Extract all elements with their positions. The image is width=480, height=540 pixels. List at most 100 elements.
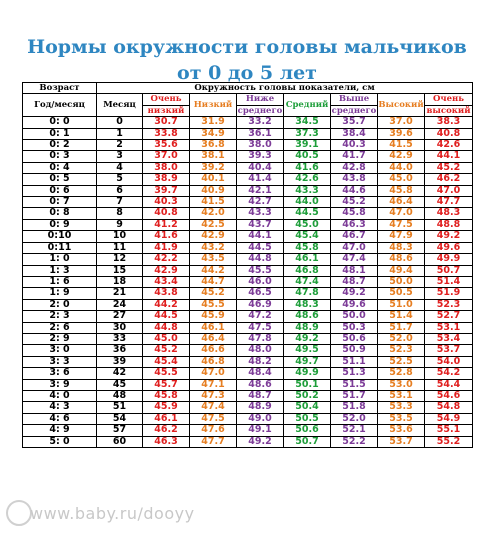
cell-low: 46.8: [189, 355, 237, 369]
cell-average: 41.6: [283, 161, 331, 175]
cell-month: 36: [96, 344, 143, 357]
cell-very-low: 44.8: [142, 321, 190, 334]
table-row: 4: 9 57 46.2 47.6 49.1 50.6 52.1 53.6 55.1: [22, 424, 474, 437]
cell-below-average: 42.7: [236, 196, 284, 209]
cell-year-month: 0: 6: [22, 184, 97, 198]
cell-average: 50.2: [283, 389, 331, 403]
table-row: 3: 3 39 45.4 46.8 48.2 49.7 51.1 52.5 54.0: [22, 355, 474, 369]
cell-above-average: 50.6: [330, 332, 378, 346]
cell-below-average: 43.3: [236, 207, 284, 220]
cell-very-low: 30.7: [142, 116, 190, 129]
cell-month: 12: [96, 253, 143, 266]
cell-high: 47.0: [377, 207, 425, 220]
cell-year-month: 1: 0: [22, 253, 97, 266]
cell-above-average: 44.6: [330, 184, 378, 198]
cell-below-average: 39.3: [236, 150, 284, 163]
cell-month: 18: [96, 275, 143, 289]
cell-year-month: 2: 6: [22, 321, 97, 334]
cell-above-average: 50.9: [330, 344, 378, 357]
cell-very-high: 48.8: [423, 218, 474, 232]
cell-high: 47.9: [377, 230, 425, 243]
cell-above-average: 49.2: [330, 287, 378, 300]
cell-month: 60: [96, 435, 143, 449]
cell-above-average: 51.7: [330, 389, 378, 403]
cell-month: 57: [96, 424, 143, 437]
cell-low: 43.2: [189, 241, 237, 255]
cell-above-average: 41.7: [330, 150, 378, 163]
cell-very-low: 45.4: [142, 355, 190, 369]
cell-above-average: 51.3: [330, 367, 378, 380]
cell-low: 41.5: [189, 196, 237, 209]
cell-month: 2: [96, 139, 143, 152]
cell-above-average: 46.7: [330, 230, 378, 243]
cell-year-month: 0: 5: [22, 173, 97, 186]
cell-very-low: 45.7: [142, 378, 190, 391]
cell-high: 42.9: [377, 150, 425, 163]
cell-year-month: 3: 6: [22, 367, 97, 380]
cell-below-average: 40.4: [236, 161, 284, 175]
header-very-low-1: Очень: [142, 93, 190, 106]
cell-average: 40.5: [283, 150, 331, 163]
cell-average: 37.3: [283, 127, 331, 141]
cell-low: 47.1: [189, 378, 237, 391]
cell-above-average: 40.3: [330, 139, 378, 152]
cell-average: 50.7: [283, 435, 331, 449]
cell-average: 45.0: [283, 218, 331, 232]
cell-high: 53.6: [377, 424, 425, 437]
cell-low: 38.1: [189, 150, 237, 163]
cell-month: 6: [96, 184, 143, 198]
cell-year-month: 3: 3: [22, 355, 97, 369]
cell-average: 47.8: [283, 287, 331, 300]
cell-year-month: 4: 0: [22, 389, 97, 403]
cell-high: 52.8: [377, 367, 425, 380]
table-row: 0: 9 9 41.2 42.5 43.7 45.0 46.3 47.5 48.8: [22, 218, 474, 232]
cell-year-month: 0: 8: [22, 207, 97, 220]
cell-above-average: 51.1: [330, 355, 378, 369]
cell-year-month: 2: 0: [22, 298, 97, 312]
cell-low: 47.3: [189, 389, 237, 403]
table-row: 4: 3 51 45.9 47.4 48.9 50.4 51.8 53.3 54.8: [22, 401, 474, 414]
cell-average: 43.3: [283, 184, 331, 198]
cell-above-average: 45.2: [330, 196, 378, 209]
cell-low: 36.8: [189, 139, 237, 152]
cell-high: 53.0: [377, 378, 425, 391]
cell-low: 47.6: [189, 424, 237, 437]
cell-month: 54: [96, 412, 143, 426]
cell-high: 53.5: [377, 412, 425, 426]
header-very-low-2: низкий: [142, 104, 190, 118]
cell-very-high: 51.4: [423, 275, 474, 289]
table-row: 0: 1 1 33.8 34.9 36.1 37.3 38.4 39.6 40.8: [22, 127, 474, 141]
cell-below-average: 49.0: [236, 412, 284, 426]
cell-below-average: 45.5: [236, 264, 284, 277]
cell-above-average: 52.2: [330, 435, 378, 449]
cell-very-high: 49.6: [423, 241, 474, 255]
cell-high: 48.3: [377, 241, 425, 255]
cell-high: 53.7: [377, 435, 425, 449]
cell-above-average: 35.7: [330, 116, 378, 129]
cell-high: 53.3: [377, 401, 425, 414]
cell-low: 39.2: [189, 161, 237, 175]
header-group: Окружность головы показатели, см: [95, 81, 474, 95]
table-row: 5: 0 60 46.3 47.7 49.2 50.7 52.2 53.7 55.2: [22, 435, 474, 449]
table-row: 4: 0 48 45.8 47.3 48.7 50.2 51.7 53.1 54.6: [22, 389, 474, 403]
cell-average: 39.1: [283, 139, 331, 152]
cell-year-month: 1: 9: [22, 287, 97, 300]
cell-year-month: 5: 0: [22, 435, 97, 449]
cell-below-average: 48.6: [236, 378, 284, 391]
cell-very-low: 38.0: [142, 161, 190, 175]
cell-very-low: 45.5: [142, 367, 190, 380]
cell-very-high: 54.8: [423, 401, 474, 414]
cell-below-average: 36.1: [236, 127, 284, 141]
cell-very-low: 40.3: [142, 196, 190, 209]
table-row: 0: 5 5 38.9 40.1 41.4 42.6 43.8 45.0 46.2: [22, 173, 474, 186]
cell-average: 44.0: [283, 196, 331, 209]
cell-above-average: 43.8: [330, 173, 378, 186]
cell-month: 27: [96, 310, 143, 323]
cell-low: 45.2: [189, 287, 237, 300]
cell-high: 49.4: [377, 264, 425, 277]
cell-average: 45.4: [283, 230, 331, 243]
table-row: 2: 9 33 45.0 46.4 47.8 49.2 50.6 52.0 53.4: [22, 332, 474, 346]
cell-year-month: 4: 3: [22, 401, 97, 414]
cell-month: 33: [96, 332, 143, 346]
cell-below-average: 41.4: [236, 173, 284, 186]
